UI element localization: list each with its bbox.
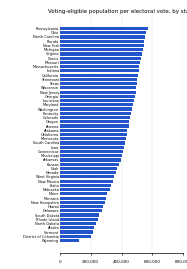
Bar <box>60 239 79 242</box>
Bar <box>60 48 143 51</box>
Bar <box>60 179 113 183</box>
Bar <box>60 44 144 47</box>
Bar <box>60 162 119 166</box>
Bar <box>60 231 94 233</box>
Bar <box>60 226 94 229</box>
Title: Voting-eligible population per electoral vote, by state: Voting-eligible population per electoral… <box>48 9 187 14</box>
Bar <box>60 82 137 85</box>
Bar <box>60 129 127 132</box>
Bar <box>60 235 91 238</box>
Bar <box>60 73 138 77</box>
Bar <box>60 90 136 94</box>
Bar <box>60 56 141 60</box>
Bar <box>60 36 145 38</box>
Bar <box>60 154 122 157</box>
Bar <box>60 116 130 119</box>
Bar <box>60 146 124 149</box>
Bar <box>60 52 142 55</box>
Bar <box>60 65 139 68</box>
Bar <box>60 112 131 115</box>
Bar <box>60 99 134 102</box>
Bar <box>60 133 127 136</box>
Bar <box>60 95 135 98</box>
Bar <box>60 167 117 170</box>
Bar <box>60 141 125 144</box>
Bar <box>60 184 111 187</box>
Bar <box>60 125 129 128</box>
Bar <box>60 86 136 90</box>
Bar <box>60 158 121 161</box>
Bar <box>60 197 106 200</box>
Bar <box>60 31 146 34</box>
Bar <box>60 78 137 81</box>
Bar <box>60 120 129 123</box>
Bar <box>60 175 114 179</box>
Bar <box>60 192 107 196</box>
Bar <box>60 108 132 111</box>
Bar <box>60 27 148 30</box>
Bar <box>60 222 96 225</box>
Bar <box>60 150 123 153</box>
Bar <box>60 209 102 213</box>
Bar <box>60 61 140 64</box>
Bar <box>60 214 99 217</box>
Bar <box>60 205 103 208</box>
Bar <box>60 69 139 72</box>
Bar <box>60 40 144 43</box>
Bar <box>60 171 116 174</box>
Bar <box>60 188 110 191</box>
Bar <box>60 218 98 221</box>
Bar <box>60 103 133 107</box>
Bar <box>60 201 105 204</box>
Bar <box>60 137 126 140</box>
